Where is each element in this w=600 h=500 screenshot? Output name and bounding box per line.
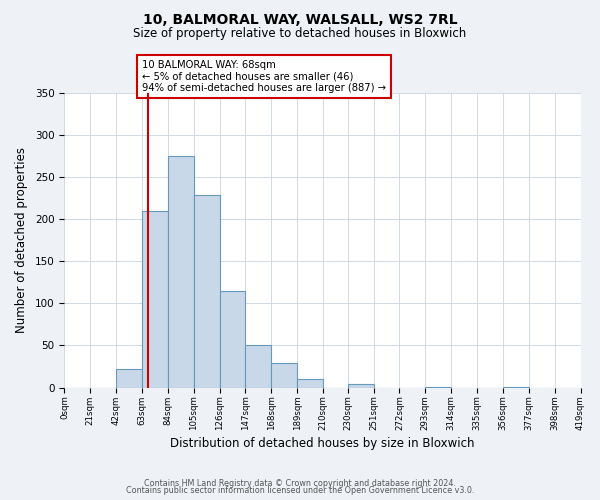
Bar [168,156,194,388]
Bar [271,363,297,388]
Bar [297,379,323,388]
X-axis label: Distribution of detached houses by size in Bloxwich: Distribution of detached houses by size … [170,437,475,450]
Y-axis label: Number of detached properties: Number of detached properties [15,148,28,334]
Bar [503,386,529,388]
Text: 10, BALMORAL WAY, WALSALL, WS2 7RL: 10, BALMORAL WAY, WALSALL, WS2 7RL [143,12,457,26]
Bar [425,386,451,388]
Text: Size of property relative to detached houses in Bloxwich: Size of property relative to detached ho… [133,28,467,40]
Bar [194,195,220,388]
Text: Contains HM Land Registry data © Crown copyright and database right 2024.: Contains HM Land Registry data © Crown c… [144,478,456,488]
Bar [220,291,245,388]
Bar [116,369,142,388]
Bar [142,211,168,388]
Bar [348,384,374,388]
Bar [245,346,271,388]
Text: 10 BALMORAL WAY: 68sqm
← 5% of detached houses are smaller (46)
94% of semi-deta: 10 BALMORAL WAY: 68sqm ← 5% of detached … [142,60,386,93]
Text: Contains public sector information licensed under the Open Government Licence v3: Contains public sector information licen… [126,486,474,495]
